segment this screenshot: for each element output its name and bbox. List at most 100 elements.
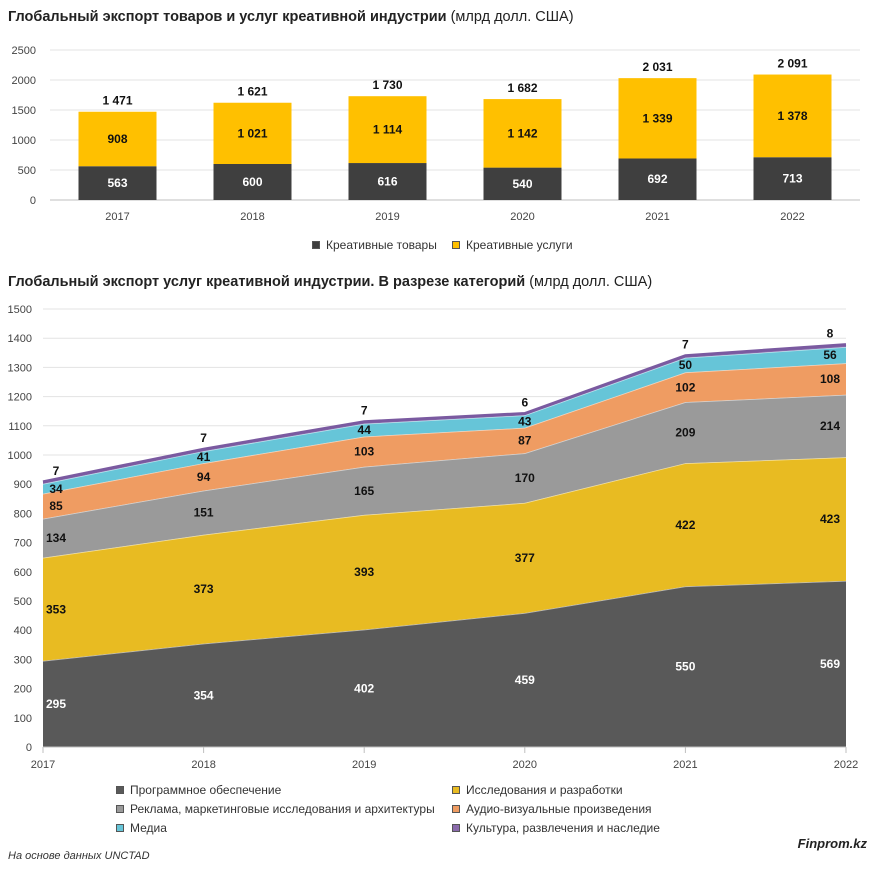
- y-tick-label: 900: [14, 479, 32, 491]
- bar-segment: [213, 164, 292, 200]
- area-data-label: 87: [518, 434, 532, 448]
- legend-swatch: [312, 241, 320, 249]
- y-tick-label: 500: [14, 596, 32, 608]
- legend-item-rnd: Исследования и разработки: [452, 783, 623, 797]
- x-tick-label: 2018: [191, 759, 215, 771]
- area-data-label: 569: [820, 657, 840, 671]
- area-data-label: 102: [675, 380, 695, 394]
- area-data-label: 7: [682, 338, 689, 352]
- area-chart-title: Глобальный экспорт услуг креативной инду…: [8, 274, 653, 290]
- legend-label: Креативные товары: [326, 238, 437, 252]
- bar-data-label: 1 114: [373, 123, 403, 137]
- bar-chart: 0 500 1000 1500 2000 2500 563 908 1 471 2017 600 1 …: [12, 45, 860, 223]
- y-tick-label: 1400: [8, 333, 32, 345]
- legend-swatch: [116, 786, 124, 794]
- y-tick-label: 400: [14, 625, 32, 637]
- y-tick-label: 300: [14, 654, 32, 666]
- x-tick-label: 2022: [834, 759, 858, 771]
- area-data-label: 43: [518, 415, 532, 429]
- y-tick-label: 1300: [8, 362, 32, 374]
- y-tick-label: 1500: [12, 105, 36, 117]
- area-data-label: 41: [197, 450, 211, 464]
- legend-item-creative-services: Креативные услуги: [452, 238, 573, 252]
- bar-data-label: 600: [242, 175, 262, 189]
- area-data-label: 7: [53, 464, 60, 478]
- bar-total-label: 2 031: [642, 60, 672, 74]
- area-data-label: 209: [675, 426, 695, 440]
- area-data-label: 7: [361, 404, 368, 418]
- bar-chart-title: Глобальный экспорт товаров и услуг креат…: [8, 9, 574, 25]
- area-series-1: [43, 457, 846, 661]
- bar-data-label: 540: [512, 177, 532, 191]
- area-data-label: 170: [515, 471, 535, 485]
- y-tick-label: 0: [26, 742, 32, 754]
- legend-item-audiovisual: Аудио-визуальные произведения: [452, 802, 652, 816]
- y-tick-label: 600: [14, 567, 32, 579]
- area-series-3: [43, 363, 846, 519]
- legend-item-software: Программное обеспечение: [116, 783, 281, 797]
- legend-label: Исследования и разработки: [466, 783, 623, 797]
- y-tick-label: 200: [14, 684, 32, 696]
- legend-swatch: [452, 805, 460, 813]
- legend-label: Креативные услуги: [466, 238, 573, 252]
- bar-total-label: 1 471: [102, 94, 132, 108]
- area-data-label: 402: [354, 681, 374, 695]
- bar-segment: [483, 99, 562, 168]
- area-data-label: 295: [46, 697, 66, 711]
- area-data-label: 108: [820, 372, 840, 386]
- bar-data-label: 1 378: [777, 109, 807, 123]
- area-data-label: 393: [354, 565, 374, 579]
- area-data-label: 354: [194, 688, 214, 702]
- area-data-label: 94: [197, 470, 211, 484]
- legend-item-creative-goods: Креативные товары: [312, 238, 437, 252]
- bar-segment: [78, 111, 157, 167]
- y-tick-label: 1000: [12, 135, 36, 147]
- bar-segment: [753, 74, 832, 158]
- bar-segment: [213, 102, 292, 164]
- area-data-label: 34: [49, 482, 63, 496]
- bar-total-label: 1 730: [372, 78, 402, 92]
- area-data-label: 214: [820, 419, 840, 433]
- area-data-label: 353: [46, 602, 66, 616]
- x-tick-label: 2019: [352, 759, 376, 771]
- y-tick-label: 1000: [8, 450, 32, 462]
- x-tick-label: 2017: [31, 759, 55, 771]
- legend-label: Аудио-визуальные произведения: [466, 802, 652, 816]
- y-tick-label: 100: [14, 713, 32, 725]
- area-series-0: [43, 580, 846, 747]
- y-tick-label: 2000: [12, 75, 36, 87]
- area-data-label: 550: [675, 660, 695, 674]
- bar-segment: [78, 166, 157, 200]
- area-data-label: 85: [49, 499, 63, 513]
- x-tick-label: 2021: [645, 211, 669, 223]
- bar-data-label: 908: [107, 132, 127, 146]
- legend-item-media: Медиа: [116, 821, 167, 835]
- area-data-label: 151: [194, 506, 214, 520]
- legend-label: Реклама, маркетинговые исследования и ар…: [130, 802, 435, 816]
- bar-data-label: 1 339: [642, 111, 672, 125]
- source-note: На основе данных UNCTAD: [8, 850, 150, 862]
- bar-segment: [753, 157, 832, 200]
- x-tick-label: 2017: [105, 211, 129, 223]
- y-tick-label: 0: [30, 195, 36, 207]
- legend-swatch: [452, 241, 460, 249]
- x-tick-label: 2019: [375, 211, 399, 223]
- legend-swatch: [116, 805, 124, 813]
- area-data-label: 7: [200, 431, 207, 445]
- area-series-2: [43, 394, 846, 558]
- y-tick-label: 1500: [8, 304, 32, 316]
- legend-label: Медиа: [130, 821, 167, 835]
- legend-item-culture: Культура, развлечения и наследие: [452, 821, 660, 835]
- legend-swatch: [452, 824, 460, 832]
- bar-data-label: 1 021: [237, 126, 267, 140]
- bar-data-label: 616: [377, 175, 397, 189]
- area-data-label: 134: [46, 531, 66, 545]
- area-data-label: 44: [358, 423, 372, 437]
- bar-data-label: 563: [107, 176, 127, 190]
- x-tick-label: 2020: [513, 759, 537, 771]
- bar-total-label: 1 682: [507, 81, 537, 95]
- legend-swatch: [116, 824, 124, 832]
- area-data-label: 423: [820, 512, 840, 526]
- bar-segment: [348, 163, 427, 200]
